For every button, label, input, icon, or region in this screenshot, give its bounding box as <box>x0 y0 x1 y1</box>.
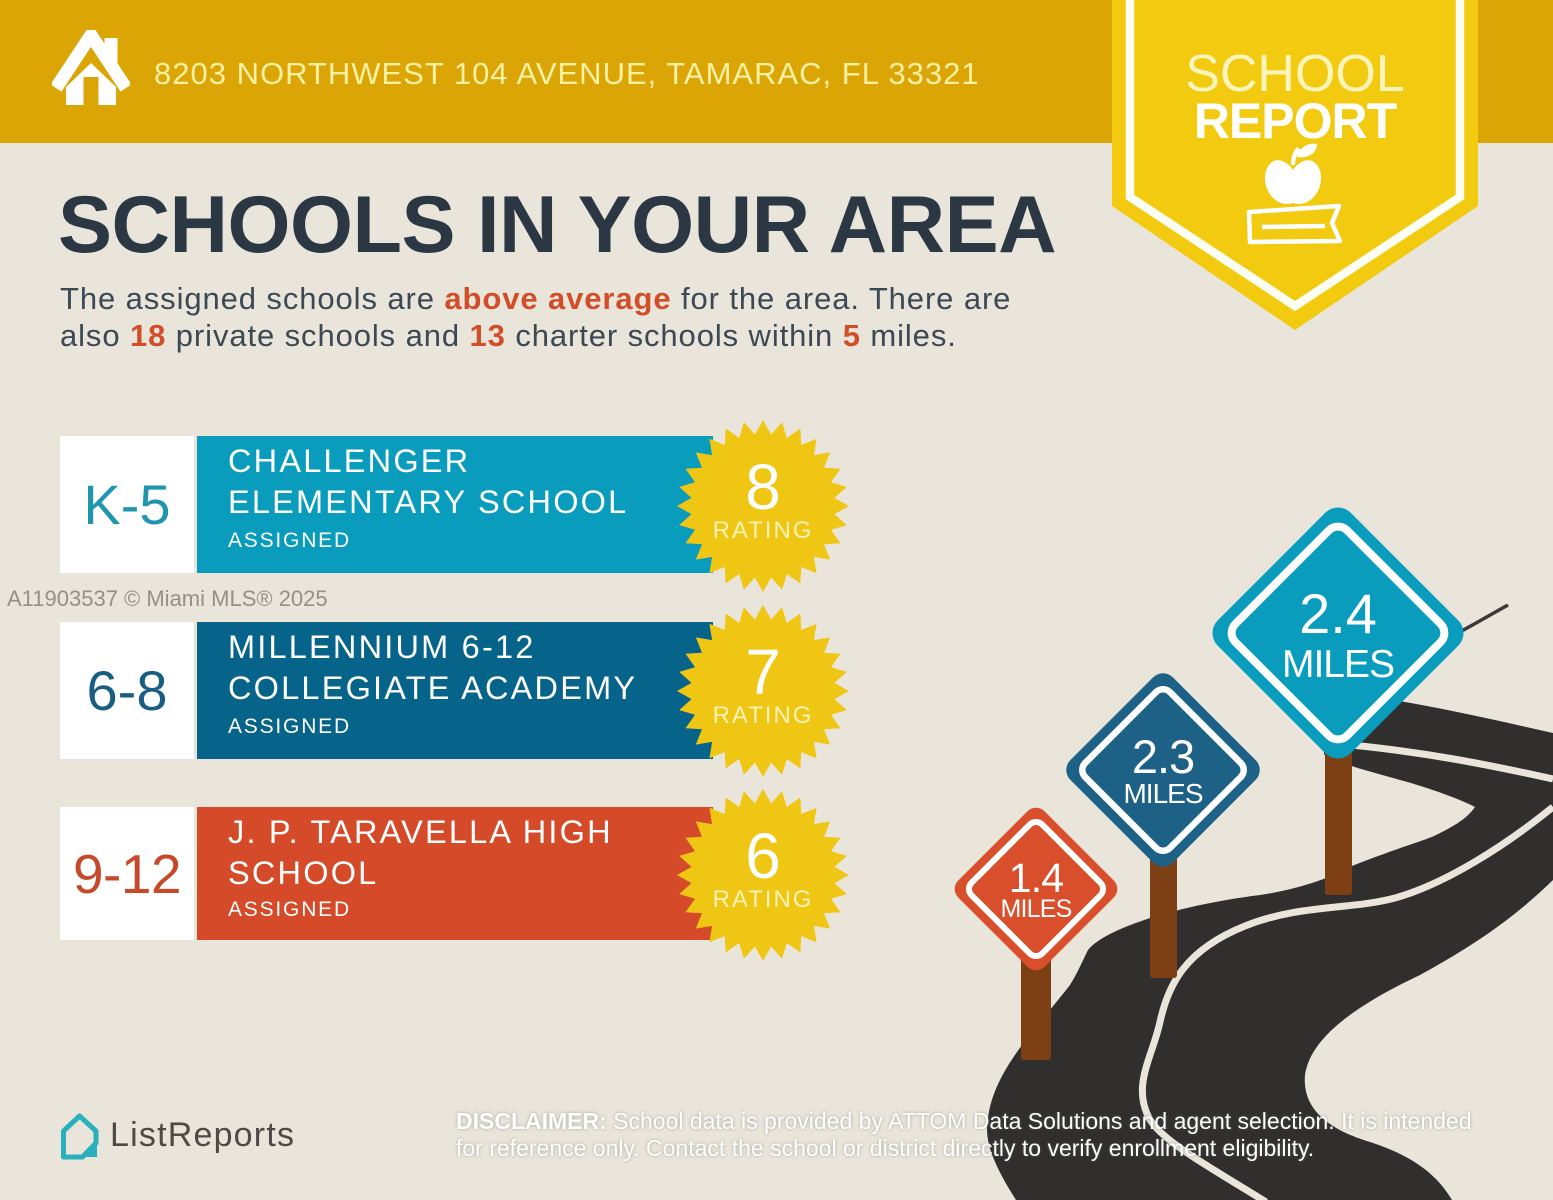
svg-text:RATING: RATING <box>713 886 814 913</box>
svg-text:RATING: RATING <box>713 517 814 544</box>
svg-text:6: 6 <box>745 820 781 892</box>
svg-text:8: 8 <box>745 451 781 523</box>
svg-text:MILES: MILES <box>1123 778 1202 809</box>
svg-text:MILES: MILES <box>1000 895 1071 923</box>
svg-text:1.4: 1.4 <box>1009 855 1064 901</box>
svg-text:2.4: 2.4 <box>1299 582 1377 645</box>
svg-text:RATING: RATING <box>713 702 814 729</box>
svg-text:SCHOOL: SCHOOL <box>1185 45 1405 103</box>
svg-text:MILES: MILES <box>1282 643 1394 686</box>
svg-text:7: 7 <box>745 636 781 708</box>
svg-text:2.3: 2.3 <box>1132 730 1194 783</box>
svg-text:REPORT: REPORT <box>1194 93 1397 149</box>
